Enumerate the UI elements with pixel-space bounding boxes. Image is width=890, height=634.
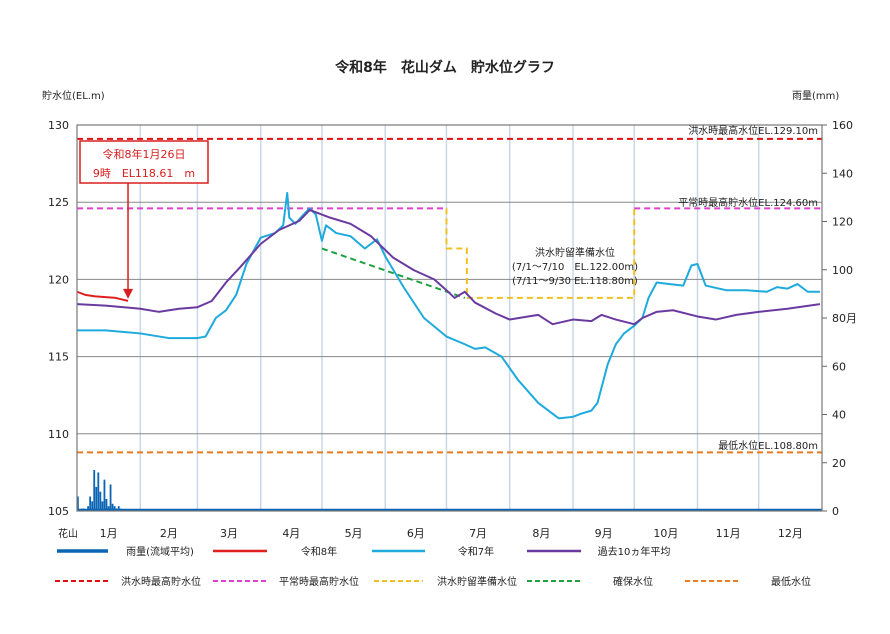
rain-bar <box>95 486 98 511</box>
month-tick-label: 12月 <box>778 527 803 540</box>
left-tick-label: 120 <box>48 273 69 286</box>
month-tick-label: 9月 <box>595 527 613 540</box>
legend-label-r7: 令和7年 <box>458 545 494 558</box>
month-tick-label: 11月 <box>716 527 741 540</box>
rain-bar <box>103 479 106 511</box>
rain-bar <box>87 506 90 511</box>
legend-label-min_level: 最低水位 <box>771 575 811 588</box>
annotation-date: 令和8年1月26日 <box>103 147 186 161</box>
legend-label-flood_max: 洪水時最高貯水位 <box>121 575 201 588</box>
rain-bar <box>77 496 79 511</box>
rain-bar <box>97 472 100 511</box>
legend-label-secure: 確保水位 <box>613 575 653 588</box>
annotation-level: 9時 EL118.61 m <box>93 167 195 180</box>
rain-bar <box>105 498 108 511</box>
right-tick-label: 160 <box>832 119 853 132</box>
rain-bar <box>81 508 83 511</box>
rain-bar <box>113 506 116 511</box>
left-tick-label: 130 <box>48 119 69 132</box>
reserve-title-label: 洪水貯留準備水位 <box>535 246 615 259</box>
right-tick-label: 80月 <box>832 312 857 325</box>
station-label: 花山 <box>58 527 78 540</box>
right-tick-label: 60 <box>832 360 846 373</box>
legend-label-reserve: 洪水貯留準備水位 <box>437 575 517 588</box>
series-line-avg <box>76 208 821 326</box>
left-axis-label: 貯水位(EL.m) <box>42 89 105 102</box>
rain-bar <box>111 503 114 511</box>
right-tick-label: 0 <box>832 505 839 518</box>
rain-bar <box>109 484 112 511</box>
rain-bar <box>119 508 122 511</box>
left-tick-label: 105 <box>48 505 69 518</box>
flood-max-label: 洪水時最高水位EL.129.10m <box>688 124 818 137</box>
legend-label-rain: 雨量(流域平均) <box>126 545 194 558</box>
reserve-period1-label: (7/1～7/10 EL.122.00m) <box>512 262 638 273</box>
right-axis-label: 雨量(mm) <box>792 90 839 102</box>
right-tick-label: 100 <box>832 264 853 277</box>
reserve-level-line <box>445 208 636 299</box>
right-tick-label: 140 <box>832 167 853 180</box>
month-tick-label: 1月 <box>100 527 118 540</box>
annotation-arrowhead <box>123 288 134 299</box>
rain-bar <box>93 469 96 511</box>
rain-bar <box>101 501 104 511</box>
left-tick-label: 115 <box>48 351 69 364</box>
rain-bar <box>91 501 94 511</box>
month-tick-label: 10月 <box>653 527 678 540</box>
rain-bar <box>115 508 118 511</box>
rain-bar <box>89 496 92 511</box>
left-tick-label: 125 <box>48 196 69 209</box>
right-tick-label: 120 <box>832 216 853 229</box>
rain-bar <box>117 506 120 511</box>
rain-bar <box>83 508 85 511</box>
left-tick-label: 110 <box>48 428 69 441</box>
legend-label-normal_max: 平常時最高貯水位 <box>279 575 359 588</box>
month-tick-label: 6月 <box>407 527 425 540</box>
min-level-label: 最低水位EL.108.80m <box>718 439 818 452</box>
chart-title: 令和8年 花山ダム 貯水位グラフ <box>334 59 555 76</box>
reserve-period2-label: (7/11～9/30 EL.118.80m) <box>512 276 638 287</box>
month-tick-label: 3月 <box>220 527 238 540</box>
normal-max-label: 平常時最高貯水位EL.124.60m <box>678 196 818 209</box>
legend-label-avg: 過去10ヵ年平均 <box>598 545 671 558</box>
month-tick-label: 7月 <box>469 527 487 540</box>
rain-bar <box>107 506 110 511</box>
legend-label-r8: 令和8年 <box>301 545 337 558</box>
month-tick-label: 2月 <box>160 527 178 540</box>
month-tick-label: 8月 <box>532 527 550 540</box>
plot-frame <box>76 124 823 512</box>
series-line-r7 <box>77 191 820 420</box>
annotation-box <box>79 140 209 184</box>
month-tick-label: 5月 <box>345 527 363 540</box>
secure-level-line <box>321 247 466 299</box>
month-tick-label: 4月 <box>282 527 300 540</box>
right-tick-label: 20 <box>832 457 846 470</box>
series-line-r8 <box>76 290 129 302</box>
right-tick-label: 40 <box>832 409 846 422</box>
rain-bar <box>99 491 102 511</box>
